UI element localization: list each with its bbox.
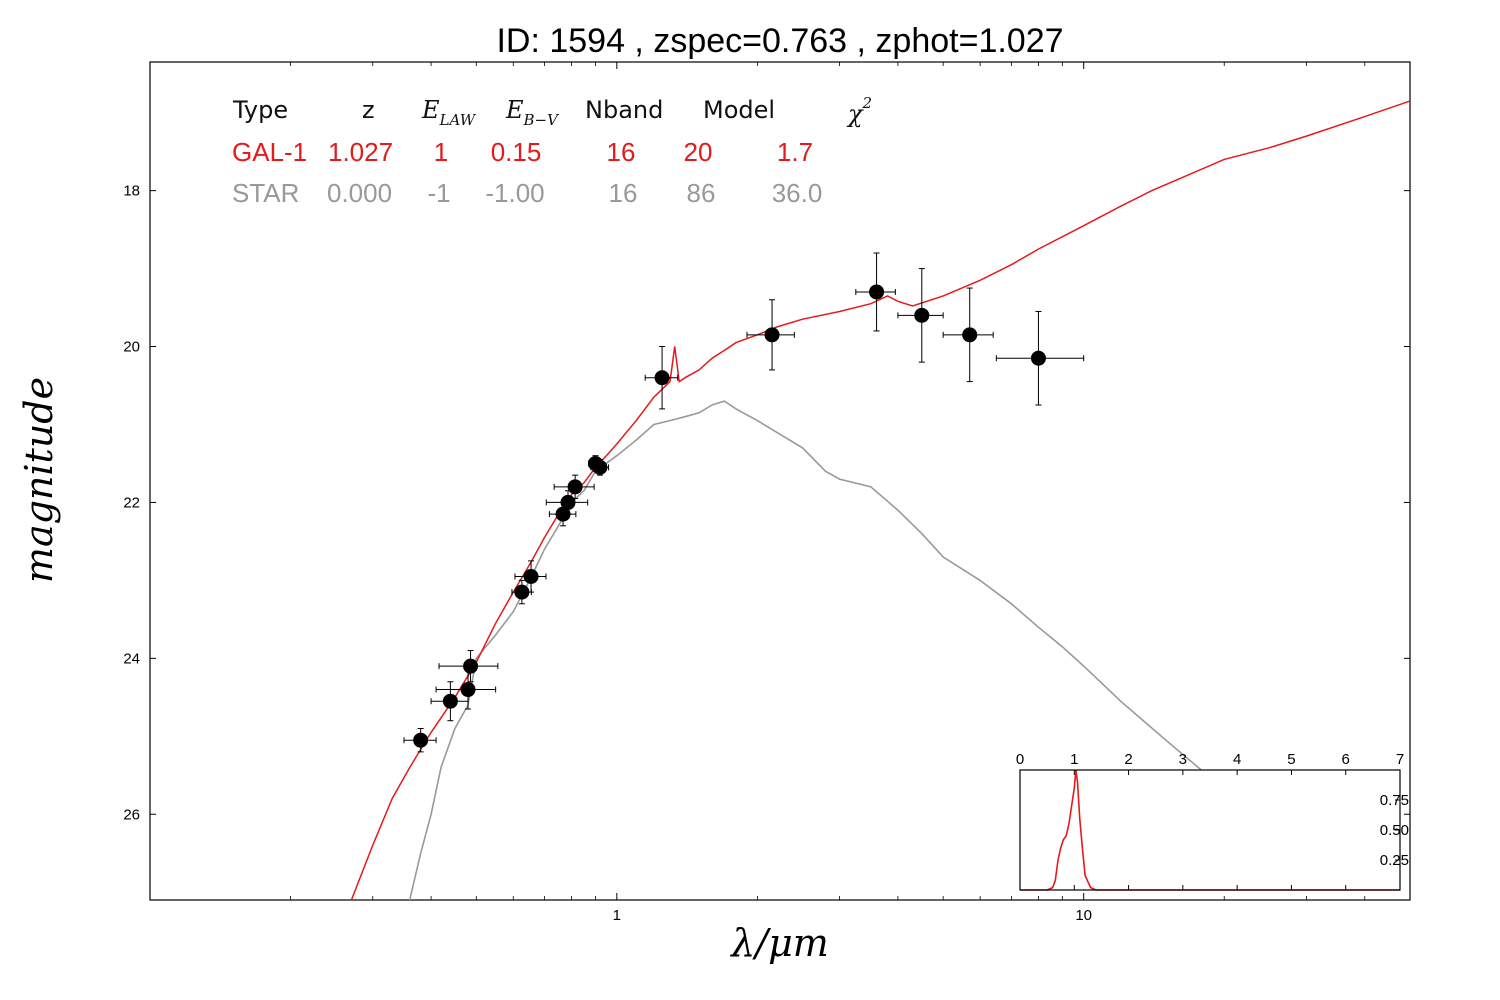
row-star-elaw: -1 (427, 178, 450, 208)
data-marker (523, 568, 539, 584)
data-point (855, 252, 896, 332)
row-gal-z: 1.027 (328, 137, 393, 167)
x-tick-label: 1 (613, 907, 621, 924)
row-gal-elaw: 1 (434, 137, 448, 167)
table-header-z: z (362, 96, 375, 124)
inset-x-tick-label: 5 (1287, 751, 1295, 768)
data-marker (463, 658, 479, 674)
data-marker (764, 327, 780, 343)
data-marker (514, 584, 530, 600)
table-header-chi2: χ2 (846, 94, 872, 128)
data-marker (654, 370, 670, 386)
data-marker (560, 494, 576, 510)
x-axis-label: λ/μm (729, 921, 829, 965)
data-marker (442, 693, 458, 709)
row-gal-chi2: 1.7 (777, 137, 813, 167)
inset-x-tick-label: 6 (1342, 751, 1350, 768)
data-point (553, 474, 595, 500)
data-point (514, 560, 547, 593)
row-star-type: STAR (232, 178, 299, 208)
data-point (746, 299, 795, 371)
fit-row-gal: GAL-1 1.027 1 0.15 16 20 1.7 (232, 137, 813, 167)
data-point (438, 650, 499, 683)
table-header-elaw: ELAW (421, 96, 477, 129)
row-star-chi2: 36.0 (772, 178, 823, 208)
row-star-z: 0.000 (327, 178, 392, 208)
table-header-type: Type (232, 96, 288, 124)
inset-frame (1019, 769, 1401, 891)
inset-y-tick-label: 0.25 (1380, 852, 1409, 869)
data-marker (869, 284, 885, 300)
data-point (644, 346, 679, 410)
row-star-nband: 16 (609, 178, 638, 208)
series-star-line (408, 400, 1245, 900)
data-point (590, 459, 610, 476)
row-gal-model: 20 (684, 137, 713, 167)
row-gal-nband: 16 (607, 137, 636, 167)
series-gal-line (350, 100, 1410, 900)
data-point (545, 490, 589, 515)
data-marker (962, 327, 978, 343)
table-header-model: Model (703, 96, 775, 124)
inset-background (1020, 770, 1400, 890)
row-gal-ebv: 0.15 (491, 137, 542, 167)
row-star-ebv: -1.00 (485, 178, 544, 208)
inset-x-tick-label: 1 (1070, 751, 1078, 768)
inset-y-tick-label: 0.75 (1380, 792, 1409, 809)
data-marker (460, 682, 476, 698)
data-point (548, 501, 577, 527)
data-point (897, 268, 944, 363)
inset-pdz-line (1020, 769, 1400, 891)
data-marker (914, 307, 930, 323)
inset-x-tick-label: 7 (1396, 751, 1404, 768)
table-header-nband: Nband (585, 96, 663, 124)
plot-frame (149, 61, 1411, 901)
inset-x-tick-label: 2 (1124, 751, 1132, 768)
table-header-ebv: EB−V (505, 96, 560, 129)
data-point (995, 310, 1085, 406)
data-point (430, 681, 469, 722)
fit-row-star: STAR 0.000 -1 -1.00 16 86 36.0 (232, 178, 822, 208)
data-point (511, 579, 532, 605)
chart-title: ID: 1594 , zspec=0.763 , zphot=1.027 (496, 22, 1063, 60)
row-gal-type: GAL-1 (232, 137, 307, 167)
inset-x-tick-label: 0 (1016, 751, 1024, 768)
main-series-group (350, 100, 1410, 900)
data-marker (567, 479, 583, 495)
data-marker (413, 732, 429, 748)
data-marker (555, 506, 571, 522)
inset-x-tick-label: 4 (1233, 751, 1241, 768)
inset-pdz-series (1020, 769, 1400, 891)
data-marker (592, 459, 608, 475)
y-tick-label: 18 (123, 183, 140, 200)
data-point (435, 669, 497, 710)
data-marker (1030, 350, 1046, 366)
x-tick-label: 10 (1075, 907, 1092, 924)
y-axis-label: magnitude (17, 377, 61, 583)
inset-y-tick-label: 0.50 (1380, 822, 1409, 839)
y-tick-label: 26 (123, 806, 140, 823)
row-star-model: 86 (687, 178, 716, 208)
photometry-points (403, 252, 1085, 753)
y-tick-label: 20 (123, 339, 140, 356)
y-tick-label: 22 (123, 494, 140, 511)
inset-x-tick-label: 3 (1179, 751, 1187, 768)
data-point (942, 287, 994, 383)
data-point (403, 728, 437, 753)
inset-axis-ticks: 0 1 2 3 4 5 6 7 0.25 0.50 0.75 (1016, 751, 1409, 890)
fit-table-header: Type z ELAW EB−V Nband Model χ2 (232, 94, 872, 129)
y-tick-label: 24 (123, 650, 140, 667)
